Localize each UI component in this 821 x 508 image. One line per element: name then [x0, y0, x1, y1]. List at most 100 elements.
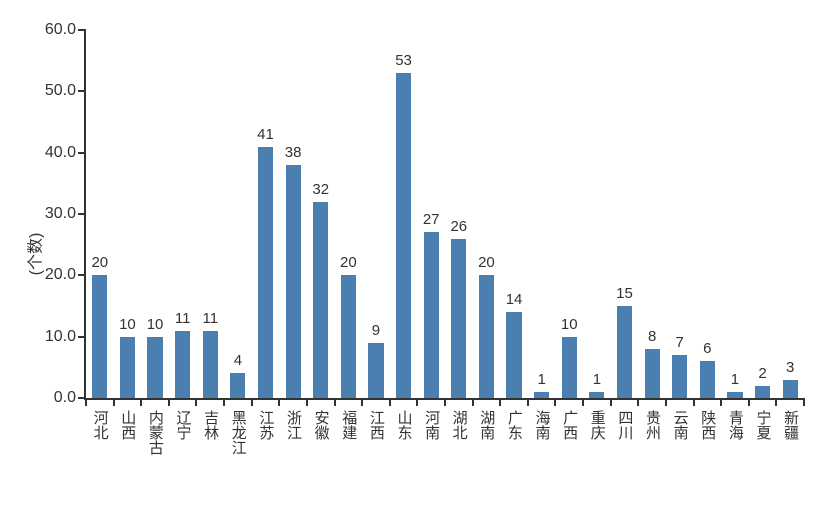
x-tick-mark [693, 398, 695, 406]
bar-value-label: 20 [478, 254, 495, 271]
bar-value-label: 1 [537, 371, 545, 388]
bar-value-label: 1 [731, 371, 739, 388]
bar [396, 73, 411, 398]
category-label: 广西 [561, 410, 577, 440]
bar-value-label: 10 [147, 316, 164, 333]
category-label: 海南 [534, 410, 550, 440]
x-tick-mark [389, 398, 391, 406]
plot-area: 2010101111441383220953272620141101158761… [84, 30, 804, 400]
bar-value-label: 53 [395, 52, 412, 69]
category-label: 湖南 [479, 410, 495, 440]
bar-value-label: 20 [91, 254, 108, 271]
x-tick-mark [748, 398, 750, 406]
y-tick-label: 20.0 [26, 266, 76, 284]
bar [783, 380, 798, 398]
category-label: 云南 [672, 410, 688, 440]
category-label: 湖北 [451, 410, 467, 440]
y-tick-mark [78, 336, 86, 338]
x-tick-mark [499, 398, 501, 406]
bar [534, 392, 549, 398]
bar-value-label: 10 [119, 316, 136, 333]
bar-value-label: 8 [648, 328, 656, 345]
x-tick-mark [582, 398, 584, 406]
bar-value-label: 4 [234, 352, 242, 369]
bars-container: 2010101111441383220953272620141101158761… [86, 30, 804, 398]
bar-value-label: 7 [676, 334, 684, 351]
y-tick-label: 60.0 [26, 21, 76, 39]
category-label: 广东 [506, 410, 522, 440]
category-label: 江西 [368, 410, 384, 440]
bar-value-label: 2 [758, 365, 766, 382]
bar [645, 349, 660, 398]
x-tick-mark [416, 398, 418, 406]
x-tick-mark [527, 398, 529, 406]
x-tick-mark [195, 398, 197, 406]
bar [147, 337, 162, 398]
category-label: 河北 [92, 410, 108, 440]
y-tick-label: 0.0 [26, 389, 76, 407]
bar [589, 392, 604, 398]
bar [700, 361, 715, 398]
category-label: 吉林 [202, 410, 218, 440]
bar [506, 312, 521, 398]
bar [672, 355, 687, 398]
bar-value-label: 15 [616, 285, 633, 302]
bar [479, 275, 494, 398]
category-label: 青海 [727, 410, 743, 440]
x-tick-mark [775, 398, 777, 406]
bar [341, 275, 356, 398]
bar-value-label: 1 [593, 371, 601, 388]
category-label: 黑龙江 [230, 410, 246, 455]
bar [727, 392, 742, 398]
category-label: 新疆 [782, 410, 798, 440]
y-tick-label: 10.0 [26, 328, 76, 346]
x-tick-mark [803, 398, 805, 406]
bar-value-label: 26 [450, 218, 467, 235]
province-count-bar-chart: (个数) 20101011114413832209532726201411011… [0, 0, 821, 508]
x-tick-mark [361, 398, 363, 406]
bar [120, 337, 135, 398]
bar-value-label: 14 [506, 291, 523, 308]
bar [286, 165, 301, 398]
bar-value-label: 27 [423, 211, 440, 228]
category-label: 浙江 [285, 410, 301, 440]
y-tick-mark [78, 90, 86, 92]
bar [755, 386, 770, 398]
category-label: 河南 [423, 410, 439, 440]
x-tick-mark [554, 398, 556, 406]
bar [203, 331, 218, 398]
x-tick-mark [85, 398, 87, 406]
bar [230, 373, 245, 398]
y-tick-mark [78, 29, 86, 31]
y-tick-label: 30.0 [26, 205, 76, 223]
y-tick-mark [78, 274, 86, 276]
category-label: 宁夏 [755, 410, 771, 440]
x-tick-mark [720, 398, 722, 406]
bar-value-label: 3 [786, 359, 794, 376]
category-label: 贵州 [644, 410, 660, 440]
bar-value-label: 38 [285, 144, 302, 161]
bar-value-label: 20 [340, 254, 357, 271]
category-label: 陕西 [699, 410, 715, 440]
bar-value-label: 6 [703, 340, 711, 357]
x-tick-mark [223, 398, 225, 406]
y-tick-label: 50.0 [26, 82, 76, 100]
x-tick-mark [610, 398, 612, 406]
x-tick-mark [140, 398, 142, 406]
x-tick-mark [637, 398, 639, 406]
bar [562, 337, 577, 398]
bar-value-label: 11 [202, 310, 218, 327]
bar-value-label: 32 [312, 181, 329, 198]
x-tick-mark [444, 398, 446, 406]
bar-value-label: 10 [561, 316, 578, 333]
bar-value-label: 9 [372, 322, 380, 339]
category-label: 山西 [120, 410, 136, 440]
bar-value-label: 41 [257, 126, 274, 143]
x-tick-mark [251, 398, 253, 406]
category-label: 内蒙古 [147, 410, 163, 455]
y-tick-mark [78, 152, 86, 154]
category-label: 江苏 [258, 410, 274, 440]
x-tick-mark [278, 398, 280, 406]
x-tick-mark [472, 398, 474, 406]
x-tick-mark [665, 398, 667, 406]
